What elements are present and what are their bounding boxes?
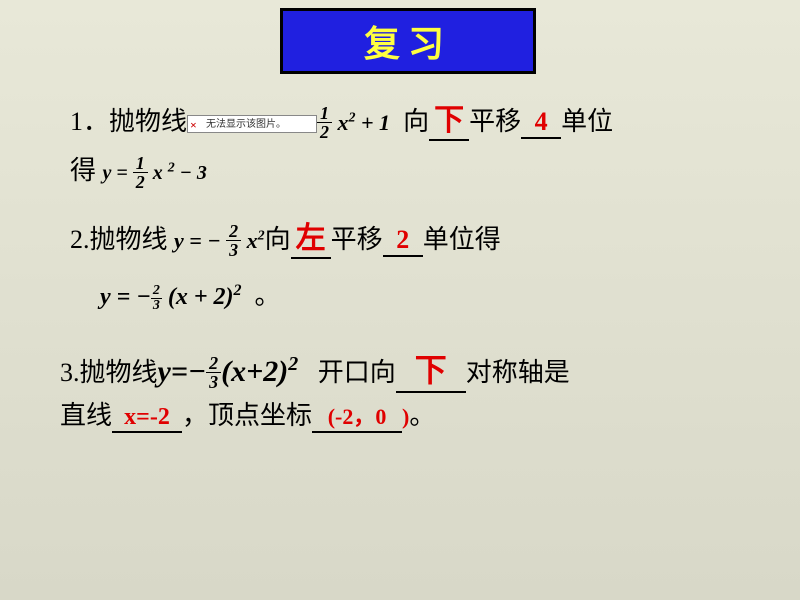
q1-text2: 平移 bbox=[469, 107, 521, 136]
q1-formula2: y = 12 x 2 − 3 bbox=[103, 162, 207, 184]
q2-f2-frac: 23 bbox=[151, 284, 162, 313]
q2-ans2: 2 bbox=[396, 225, 409, 254]
q2-period: 。 bbox=[255, 281, 281, 310]
q3-ans2: x=-2 bbox=[124, 404, 170, 430]
q1-blank1: 下 bbox=[429, 95, 469, 141]
title-box: 复习 bbox=[280, 8, 536, 74]
q3-line2-pre: 直线 bbox=[60, 401, 112, 430]
q1-ans1: 下 bbox=[434, 104, 464, 137]
q2-ans1: 左 bbox=[296, 222, 326, 255]
q2-text3: 单位得 bbox=[423, 225, 501, 254]
q3-formula: y=−23(x+2)2 bbox=[158, 355, 299, 388]
q1-f2-frac: 12 bbox=[133, 154, 148, 191]
q1-text3: 单位 bbox=[561, 107, 613, 136]
q1-text1: 向 bbox=[403, 107, 429, 136]
q2-label: 2.抛物线 bbox=[70, 225, 168, 254]
q2-line1: 2.抛物线 y = − 23 x2向左平移 2 单位得 bbox=[70, 213, 501, 261]
q1-f1-frac: 12 bbox=[317, 104, 332, 141]
title-text: 复习 bbox=[364, 15, 452, 67]
q2-line2: y = −23 (x + 2)2 。 bbox=[100, 275, 281, 313]
q1-line1: 1．抛物线无法显示该图片。12 x2 + 1 向下平移 4 单位 bbox=[70, 95, 613, 143]
q3-frac: 23 bbox=[206, 354, 221, 391]
q3-blank1: 下 bbox=[396, 345, 466, 393]
q3-label: 3.抛物线 bbox=[60, 358, 158, 387]
q1-formula1: 12 x2 + 1 bbox=[317, 110, 390, 135]
q2-text2: 平移 bbox=[331, 225, 383, 254]
q2-text1: 向 bbox=[265, 225, 291, 254]
q2-blank1: 左 bbox=[291, 213, 331, 259]
q3-line2: 直线x=-2，顶点坐标(-2，0)。 bbox=[60, 395, 435, 433]
q3-blank3: (-2，0 bbox=[312, 399, 402, 433]
q1-label: 1．抛物线 bbox=[70, 107, 187, 136]
q3-period: 。 bbox=[409, 401, 435, 430]
broken-image-icon: 无法显示该图片。 bbox=[187, 115, 317, 133]
q3-blank2: x=-2 bbox=[112, 401, 182, 433]
q3-text3: ，顶点坐标 bbox=[182, 401, 312, 430]
q1-blank2: 4 bbox=[521, 107, 561, 139]
q1-line2-pre: 得 bbox=[70, 156, 96, 185]
q1-line2: 得 y = 12 x 2 − 3 bbox=[70, 150, 207, 193]
q3-line1: 3.抛物线y=−23(x+2)2 开口向下对称轴是 bbox=[60, 345, 570, 393]
q3-ans1: 下 bbox=[415, 352, 447, 388]
q2-formula1: y = − 23 x2 bbox=[174, 228, 265, 253]
q2-blank2: 2 bbox=[383, 225, 423, 257]
q3-ans3: (-2，0 bbox=[328, 404, 387, 429]
q2-formula2: y = −23 (x + 2)2 bbox=[100, 284, 242, 310]
q3-text1: 开口向 bbox=[318, 358, 396, 387]
q3-text2: 对称轴是 bbox=[466, 358, 570, 387]
q1-ans2: 4 bbox=[535, 107, 548, 136]
q2-f1-frac: 23 bbox=[226, 222, 241, 259]
